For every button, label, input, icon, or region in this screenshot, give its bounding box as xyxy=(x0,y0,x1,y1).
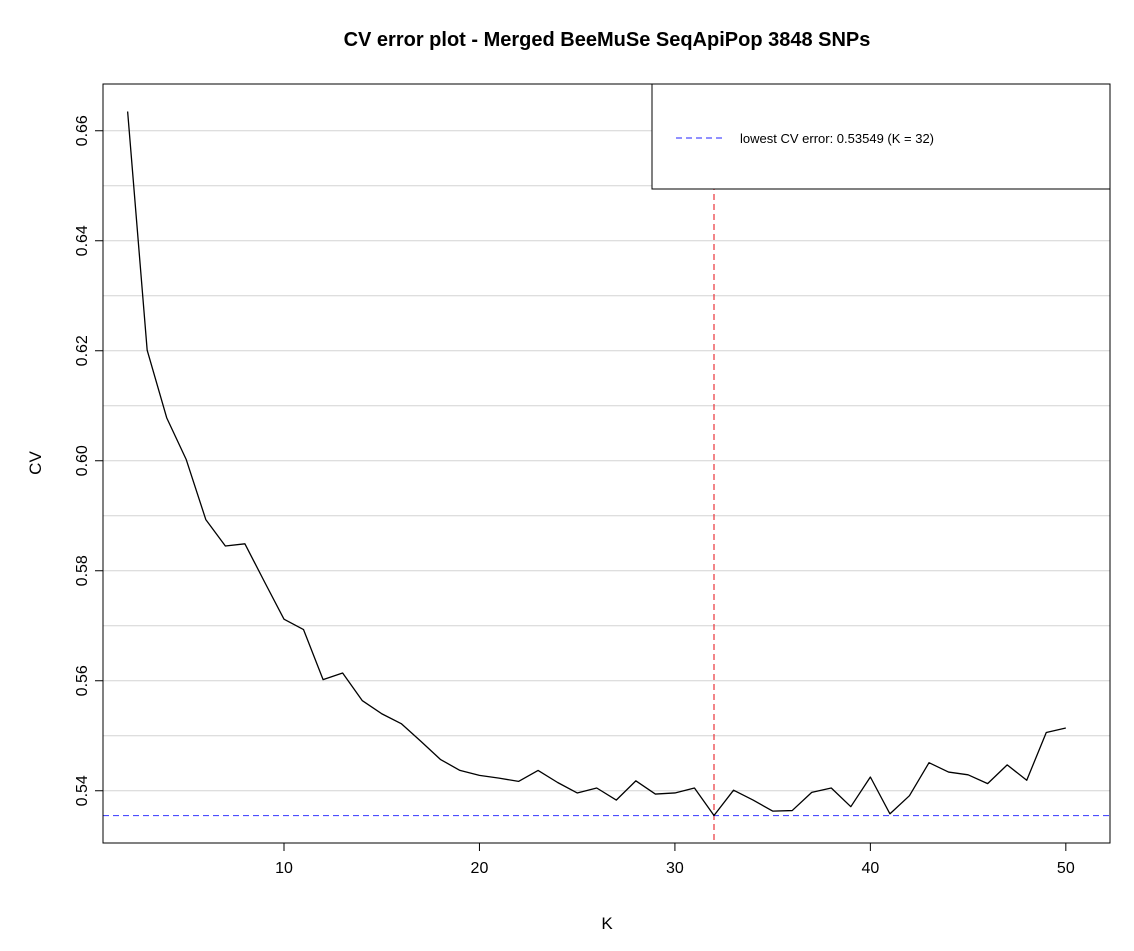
chart-title: CV error plot - Merged BeeMuSe SeqApiPop… xyxy=(344,29,871,51)
y-axis: 0.54 0.56 0.58 0.60 0.62 0.64 0.66 xyxy=(74,115,103,806)
x-axis: 10 20 30 40 50 xyxy=(275,843,1075,877)
series-line-cv xyxy=(126,111,1066,817)
series-group xyxy=(126,111,1066,817)
x-tick-label: 10 xyxy=(275,860,293,877)
grid-lines xyxy=(103,130,1110,792)
y-tick-label: 0.60 xyxy=(74,445,91,476)
y-tick-label: 0.62 xyxy=(74,335,91,366)
y-axis-label: CV xyxy=(26,451,45,475)
x-tick-label: 20 xyxy=(471,860,489,877)
x-tick-label: 40 xyxy=(861,860,879,877)
x-tick-label: 30 xyxy=(666,860,684,877)
y-tick-label: 0.54 xyxy=(74,775,91,806)
y-tick-label: 0.64 xyxy=(74,225,91,256)
y-tick-label: 0.56 xyxy=(74,665,91,696)
legend-entry-label: lowest CV error: 0.53549 (K = 32) xyxy=(740,131,934,146)
y-tick-label: 0.66 xyxy=(74,115,91,146)
x-axis-label: K xyxy=(601,914,613,933)
plot-frame xyxy=(102,83,1111,844)
legend-box xyxy=(651,83,1111,190)
legend: lowest CV error: 0.53549 (K = 32) xyxy=(651,83,1111,190)
reference-lines xyxy=(103,84,1110,843)
y-tick-label: 0.58 xyxy=(74,555,91,586)
x-tick-label: 50 xyxy=(1057,860,1075,877)
